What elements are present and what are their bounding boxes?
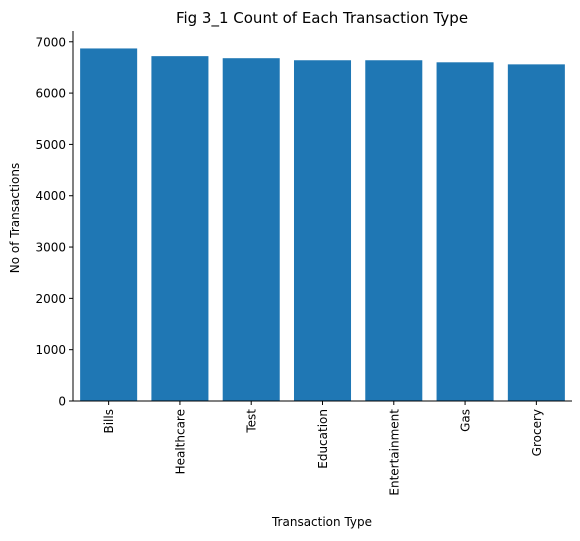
bar-education — [293, 60, 352, 401]
y-tick-label: 2000 — [35, 292, 66, 306]
y-tick-label: 1000 — [35, 343, 66, 357]
y-tick-label: 0 — [58, 395, 66, 409]
x-tick-label: Education — [316, 409, 330, 469]
x-tick-label: Test — [245, 409, 259, 434]
bar-entertainment — [365, 60, 423, 401]
y-tick-label: 3000 — [35, 241, 66, 255]
x-tick-label: Grocery — [530, 409, 544, 456]
y-tick-label: 7000 — [35, 35, 66, 49]
x-axis: Bills Healthcare Test Education Entertainmen… — [73, 400, 572, 496]
x-tick-label: Entertainment — [387, 409, 401, 496]
chart-title: Fig 3_1 Count of Each Transaction Type — [176, 9, 468, 28]
bar-test — [222, 58, 280, 401]
y-tick-label: 4000 — [35, 189, 66, 203]
x-tick-label: Bills — [102, 409, 116, 434]
bar-healthcare — [151, 56, 209, 402]
plot-area — [80, 48, 565, 402]
x-axis-label: Transaction Type — [271, 515, 372, 529]
bar-grocery — [507, 64, 565, 402]
y-tick-label: 6000 — [35, 87, 66, 101]
y-axis: 0 1000 2000 3000 4000 5000 6000 7000 — [35, 31, 74, 409]
bar-gas — [436, 62, 494, 402]
bar-bills — [80, 48, 138, 401]
x-tick-label: Healthcare — [173, 409, 187, 474]
y-axis-label: No of Transactions — [8, 163, 22, 273]
x-tick-label: Gas — [459, 409, 473, 432]
y-tick-label: 5000 — [35, 138, 66, 152]
